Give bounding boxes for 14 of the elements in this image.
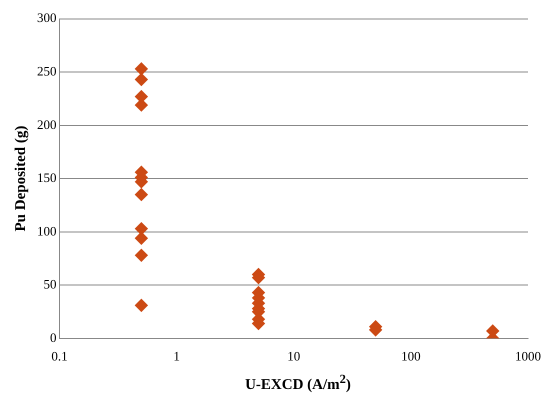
x-tick-label: 100 <box>401 348 421 364</box>
y-axis-title: Pu Deposited (g) <box>12 126 29 232</box>
x-tick-label: 1 <box>173 348 180 364</box>
x-tick-label: 0.1 <box>51 348 68 364</box>
y-tick-label: 50 <box>44 276 56 292</box>
y-tick-label: 150 <box>37 170 56 186</box>
x-tick-label: 1000 <box>515 348 541 364</box>
y-tick-label: 250 <box>37 63 56 78</box>
y-tick-label: 200 <box>37 116 56 132</box>
y-tick-label: 0 <box>50 330 56 345</box>
y-tick-label: 300 <box>37 10 56 26</box>
x-tick-label: 10 <box>287 348 300 364</box>
y-tick-label: 100 <box>37 223 56 238</box>
x-axis-title: U-EXCD (A/m$^{2}$) <box>244 372 352 394</box>
